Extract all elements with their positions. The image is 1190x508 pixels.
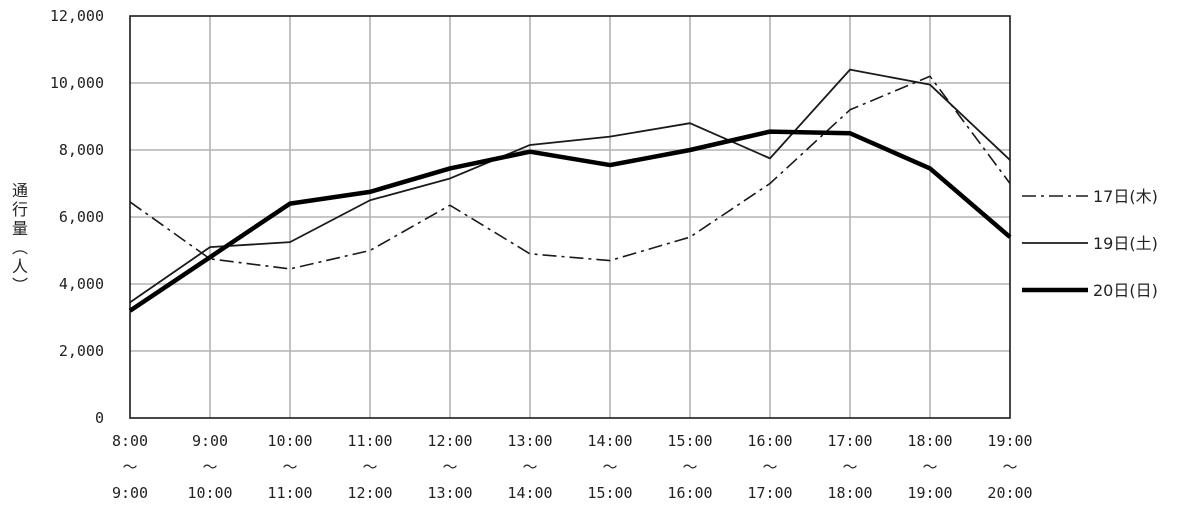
x-tick-label-line: ～ bbox=[682, 458, 697, 476]
x-tick-label-line: 11:00 bbox=[347, 432, 392, 450]
x-tick-label-line: 16:00 bbox=[747, 432, 792, 450]
series-line-1 bbox=[129, 75, 1011, 270]
x-tick-label-line: ～ bbox=[602, 458, 617, 476]
x-tick-label: 13:00 ～ 14:00 bbox=[507, 432, 552, 502]
x-tick-label-line: 13:00 bbox=[507, 432, 552, 450]
x-tick-label-line: 14:00 bbox=[507, 484, 552, 502]
x-tick-label: 11:00 ～ 12:00 bbox=[347, 432, 392, 502]
x-tick-label-line: 10:00 bbox=[267, 432, 312, 450]
y-tick-label: 12,000 bbox=[50, 7, 104, 25]
x-tick-label: 12:00 ～ 13:00 bbox=[427, 432, 472, 502]
axes bbox=[129, 15, 1011, 419]
x-tick-label-line: 17:00 bbox=[747, 484, 792, 502]
x-tick-label-line: 12:00 bbox=[347, 484, 392, 502]
x-tick-label-line: 15:00 bbox=[587, 484, 632, 502]
x-tick-label-line: ～ bbox=[522, 458, 537, 476]
x-tick-label-line: 8:00 bbox=[112, 432, 148, 450]
y-axis-title: 通行量︵人︶ bbox=[12, 181, 28, 295]
x-tick-label: 16:00 ～ 17:00 bbox=[747, 432, 792, 502]
x-tick-label-line: ～ bbox=[122, 458, 137, 476]
x-tick-label-line: 16:00 bbox=[667, 484, 712, 502]
x-tick-label: 9:00 ～ 10:00 bbox=[187, 432, 232, 502]
x-tick-label-line: 15:00 bbox=[667, 432, 712, 450]
x-tick-label-line: 11:00 bbox=[267, 484, 312, 502]
x-tick-labels: 8:00～9:009:00～10:0010:00～11:0011:00～12:0… bbox=[112, 432, 1033, 502]
x-tick-label: 10:00 ～ 11:00 bbox=[267, 432, 312, 502]
x-tick-label-line: ～ bbox=[282, 458, 297, 476]
y-tick-label: 0 bbox=[95, 409, 104, 427]
grid-lines bbox=[130, 16, 1010, 418]
x-tick-label-line: 19:00 bbox=[987, 432, 1032, 450]
x-tick-label: 19:00 ～ 20:00 bbox=[987, 432, 1032, 502]
x-tick-label-line: ～ bbox=[762, 458, 777, 476]
series-lines bbox=[128, 68, 1012, 313]
x-tick-label-line: 20:00 bbox=[987, 484, 1032, 502]
x-tick-label-line: 18:00 bbox=[907, 432, 952, 450]
legend-item: 20日(日) bbox=[1022, 281, 1158, 300]
x-tick-label-line: ～ bbox=[922, 458, 937, 476]
x-tick-label: 17:00 ～ 18:00 bbox=[827, 432, 872, 502]
y-tick-label: 6,000 bbox=[59, 208, 104, 226]
y-axis-title-char: 人 bbox=[12, 257, 28, 276]
x-tick-label-line: 13:00 bbox=[427, 484, 472, 502]
y-tick-label: 4,000 bbox=[59, 275, 104, 293]
x-tick-label-line: 14:00 bbox=[587, 432, 632, 450]
legend-label: 19日(土) bbox=[1093, 234, 1158, 253]
x-tick-label-line: 17:00 bbox=[827, 432, 872, 450]
legend-item: 19日(土) bbox=[1022, 234, 1158, 253]
y-axis-title-char: ︶ bbox=[12, 276, 28, 295]
legend-item: 17日(木) bbox=[1022, 187, 1158, 206]
x-tick-label-line: 9:00 bbox=[192, 432, 228, 450]
y-axis-title-char: 量 bbox=[12, 219, 28, 238]
x-tick-label: 8:00 ～ 9:00 bbox=[112, 432, 148, 502]
plot-area-border bbox=[129, 15, 1011, 419]
x-tick-label-line: ～ bbox=[202, 458, 217, 476]
x-tick-label: 15:00 ～ 16:00 bbox=[667, 432, 712, 502]
series-line-3 bbox=[128, 129, 1012, 313]
x-tick-label-line: ～ bbox=[1002, 458, 1017, 476]
x-tick-label-line: 12:00 bbox=[427, 432, 472, 450]
series-line-2 bbox=[129, 68, 1011, 304]
y-axis-title-char: 通 bbox=[12, 181, 28, 200]
x-tick-label-line: 18:00 bbox=[827, 484, 872, 502]
y-tick-label: 2,000 bbox=[59, 342, 104, 360]
x-tick-label-line: ～ bbox=[842, 458, 857, 476]
y-axis-title-char: 行 bbox=[12, 200, 28, 219]
x-tick-label: 18:00 ～ 19:00 bbox=[907, 432, 952, 502]
legend-label: 17日(木) bbox=[1093, 187, 1158, 206]
y-tick-labels: 0 2,000 4,000 6,000 8,000 10,000 12,000 bbox=[50, 7, 104, 427]
y-tick-label: 10,000 bbox=[50, 74, 104, 92]
x-tick-label-line: 19:00 bbox=[907, 484, 952, 502]
x-tick-label-line: ～ bbox=[362, 458, 377, 476]
y-axis-label: 通行量︵人︶ bbox=[12, 181, 28, 295]
x-tick-label-line: ～ bbox=[442, 458, 457, 476]
y-axis-title-char: ︵ bbox=[12, 238, 28, 257]
legend: 17日(木) 19日(土) 20日(日) bbox=[1022, 187, 1158, 300]
y-tick-label: 8,000 bbox=[59, 141, 104, 159]
x-tick-label-line: 9:00 bbox=[112, 484, 148, 502]
legend-label: 20日(日) bbox=[1093, 281, 1158, 300]
x-tick-label-line: 10:00 bbox=[187, 484, 232, 502]
x-tick-label: 14:00 ～ 15:00 bbox=[587, 432, 632, 502]
